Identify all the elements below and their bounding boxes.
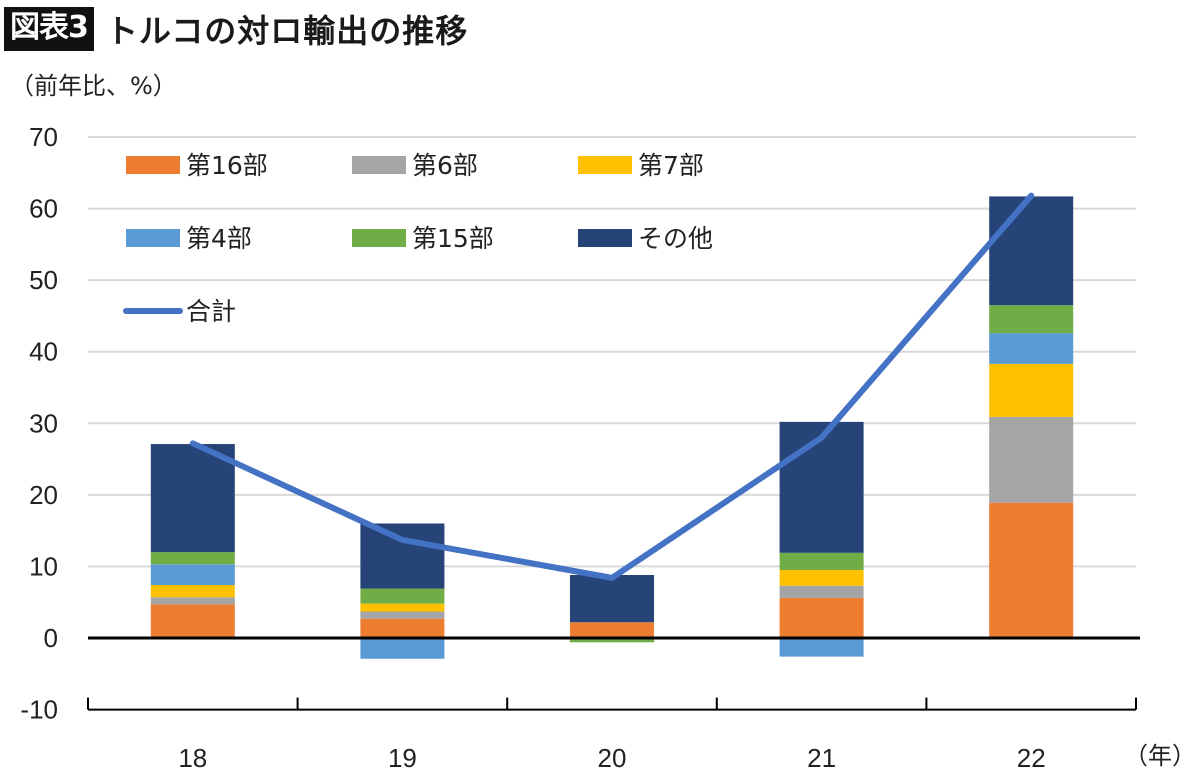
gridlines bbox=[88, 136, 1136, 568]
y-tick-label: 20 bbox=[29, 480, 58, 510]
x-tick-label: 21 bbox=[807, 743, 836, 773]
y-axis-unit-label: （前年比、%） bbox=[10, 72, 177, 100]
chart-title: トルコの対ロ輸出の推移 bbox=[105, 12, 469, 50]
legend-label: 第4部 bbox=[186, 224, 252, 253]
legend-item: 第6部 bbox=[352, 151, 478, 180]
bar-segment bbox=[150, 444, 235, 553]
bar-segment bbox=[779, 597, 864, 638]
x-tick-label: 19 bbox=[388, 743, 417, 773]
x-tick-label: 18 bbox=[178, 743, 207, 773]
x-tick-label: 20 bbox=[598, 743, 627, 773]
bar-segment bbox=[150, 597, 235, 605]
bar-segment bbox=[989, 305, 1074, 334]
stacked-bars bbox=[150, 196, 1074, 659]
legend-label: その他 bbox=[638, 224, 713, 253]
x-axis-ticks: 18 19 20 21 22 （年） bbox=[178, 742, 1196, 773]
legend-item: 第16部 bbox=[126, 151, 268, 180]
y-tick-label: 60 bbox=[29, 194, 58, 224]
bar-segment bbox=[989, 333, 1074, 364]
legend-swatch bbox=[352, 229, 406, 247]
bar-segment bbox=[989, 363, 1074, 417]
bar-segment bbox=[570, 638, 654, 643]
bar-segment bbox=[150, 604, 235, 638]
bar-segment bbox=[989, 196, 1074, 306]
bar-segment bbox=[779, 570, 864, 586]
legend-item: 第15部 bbox=[352, 224, 494, 253]
bar-segment bbox=[150, 552, 235, 565]
bar-segment bbox=[360, 638, 445, 659]
legend-label: 第15部 bbox=[412, 224, 494, 253]
legend-item: 第7部 bbox=[578, 151, 704, 180]
legend-label: 第16部 bbox=[186, 151, 268, 180]
bar-segment bbox=[570, 622, 654, 638]
y-tick-label: 10 bbox=[29, 551, 58, 581]
bar-segment bbox=[779, 585, 864, 598]
y-tick-label: 40 bbox=[29, 337, 58, 367]
legend-label: 第7部 bbox=[638, 151, 704, 180]
axes bbox=[87, 636, 1140, 711]
legend-label: 第6部 bbox=[412, 151, 478, 180]
bar-segment bbox=[989, 502, 1074, 638]
bar-segment bbox=[570, 575, 654, 623]
bar-segment bbox=[150, 585, 235, 598]
bar-segment bbox=[779, 421, 864, 553]
legend-swatch bbox=[352, 156, 406, 174]
bar-segment bbox=[779, 638, 864, 657]
bar-segment bbox=[150, 564, 235, 586]
bar-segment bbox=[360, 588, 445, 604]
y-tick-label: 50 bbox=[29, 265, 58, 295]
legend-label: 合計 bbox=[186, 297, 236, 326]
bar-segment bbox=[360, 603, 445, 612]
legend-swatch bbox=[126, 156, 180, 174]
bar-segment bbox=[989, 416, 1074, 503]
x-axis-label: （年） bbox=[1124, 742, 1196, 770]
bar-segment bbox=[779, 552, 864, 571]
total-line-path bbox=[189, 192, 1035, 581]
chart-header: 図表3 トルコの対ロ輸出の推移 bbox=[4, 6, 468, 52]
y-tick-label: 30 bbox=[29, 408, 58, 438]
y-tick-label: 0 bbox=[44, 623, 58, 653]
y-axis-ticks: -10 0 10 20 30 40 50 60 70 bbox=[20, 122, 58, 725]
bar-segment bbox=[360, 611, 445, 619]
figure-badge: 図表3 bbox=[4, 7, 94, 51]
y-tick-label: -10 bbox=[20, 695, 58, 725]
x-tick-label: 22 bbox=[1017, 743, 1046, 773]
y-tick-label: 70 bbox=[29, 122, 58, 152]
total-line bbox=[189, 192, 1035, 581]
legend-item: 第4部 bbox=[126, 224, 252, 253]
bar-segment bbox=[360, 618, 445, 638]
legend-item: 合計 bbox=[123, 297, 236, 326]
bar-segment bbox=[360, 523, 445, 589]
legend-swatch bbox=[578, 156, 632, 174]
legend-item: その他 bbox=[578, 224, 713, 253]
legend-swatch bbox=[126, 229, 180, 247]
legend-swatch bbox=[578, 229, 632, 247]
